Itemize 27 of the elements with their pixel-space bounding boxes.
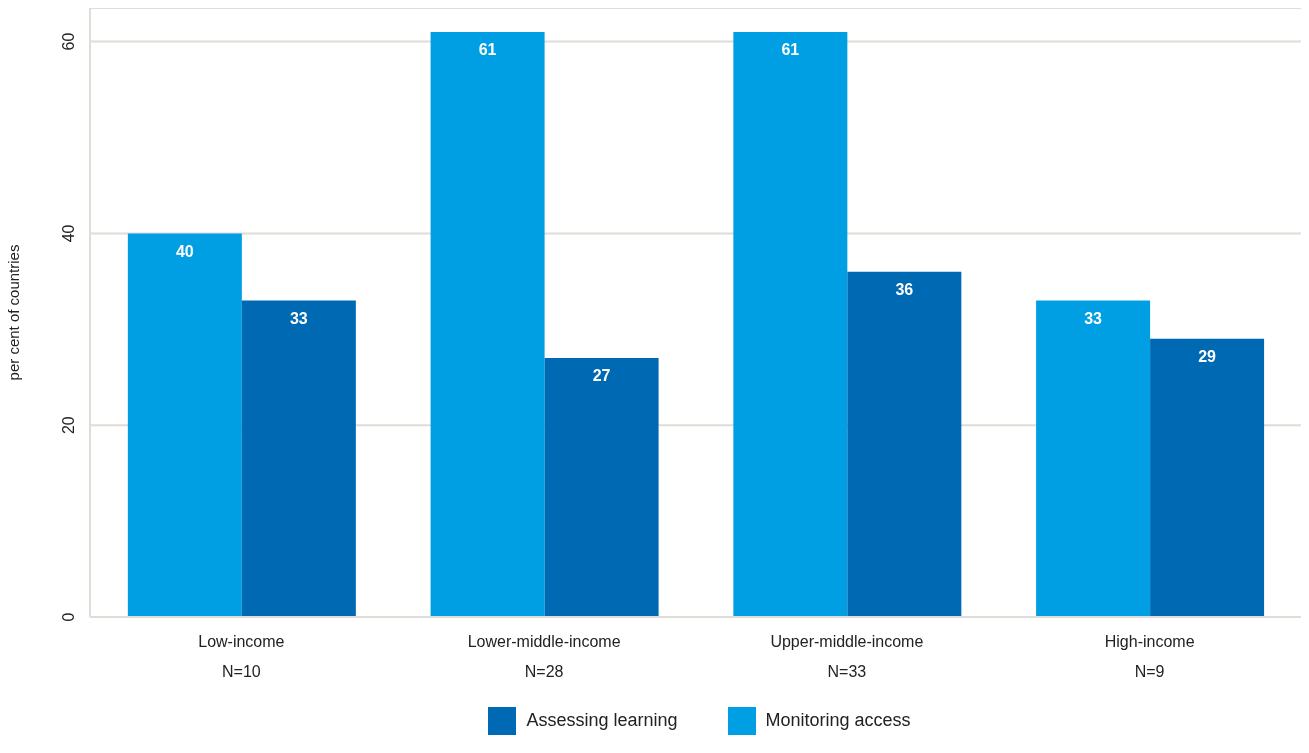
bar [544,358,659,617]
x-tick-label: High-income N=9 [1104,633,1195,680]
legend-label: Assessing learning [526,709,678,730]
data-label: 33 [1084,309,1103,327]
bar [241,300,356,617]
legend-label: Monitoring access [765,709,911,730]
data-label: 33 [289,309,308,327]
y-tick-label: 60 [60,32,77,51]
bar [733,31,848,617]
data-label: 29 [1198,348,1217,366]
x-tick-label: Low-income N=10 [198,633,285,680]
bar [1036,300,1151,617]
bar [127,233,242,617]
bar [1150,338,1265,617]
x-tick-label: Upper-middle-income N=33 [770,633,924,680]
x-tick-label: Lower-middle-income N=28 [467,633,621,680]
bar [430,31,545,617]
data-label: 61 [781,41,800,59]
data-label: 61 [478,41,497,59]
bar [847,271,962,617]
data-label: 40 [175,242,194,260]
data-label: 27 [592,367,611,385]
y-tick-label: 0 [60,612,77,622]
data-label: 36 [895,281,914,299]
y-axis-title: per cent of countries [5,244,23,381]
y-tick-label: 40 [60,224,77,243]
y-tick-label: 20 [60,416,77,435]
